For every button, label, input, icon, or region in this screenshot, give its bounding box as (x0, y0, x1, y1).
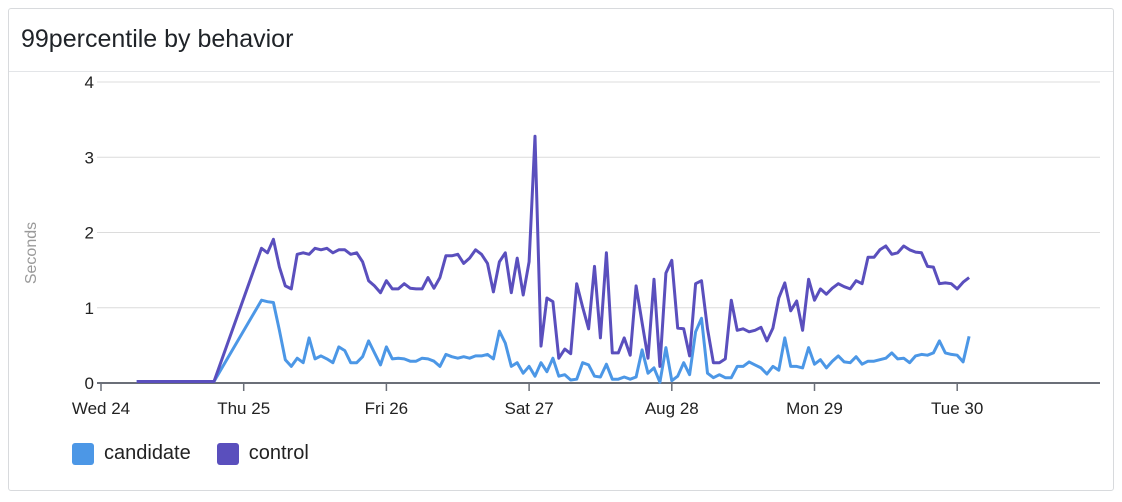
y-tick-label: 3 (85, 148, 94, 167)
control-swatch (216, 442, 239, 465)
panel-title: 99percentile by behavior (21, 25, 294, 53)
legend-label: control (248, 442, 309, 464)
legend: candidate control (72, 442, 309, 465)
y-axis-label: Seconds (23, 222, 40, 284)
x-tick-label: Thu 25 (217, 399, 270, 418)
series-line-candidate (136, 298, 971, 384)
y-tick-label: 1 (85, 299, 94, 318)
x-tick-label: Mon 29 (786, 399, 843, 418)
header-divider (9, 71, 1113, 72)
y-tick-label: 2 (85, 224, 94, 243)
x-tick-label: Wed 24 (72, 399, 130, 418)
y-tick-label: 0 (85, 374, 94, 393)
y-tick-label: 4 (85, 73, 94, 92)
chart-panel: 99percentile by behavior (8, 8, 1114, 491)
x-tick-label: Sat 27 (505, 399, 554, 418)
x-tick-label: Tue 30 (931, 399, 983, 418)
legend-item-control[interactable]: control (216, 442, 309, 465)
legend-label: candidate (104, 442, 191, 464)
x-tick-label: Fri 26 (365, 399, 408, 418)
candidate-swatch (72, 442, 94, 465)
legend-item-candidate[interactable]: candidate (72, 442, 191, 465)
x-tick-label: Aug 28 (645, 399, 699, 418)
series-line-control (136, 134, 971, 383)
